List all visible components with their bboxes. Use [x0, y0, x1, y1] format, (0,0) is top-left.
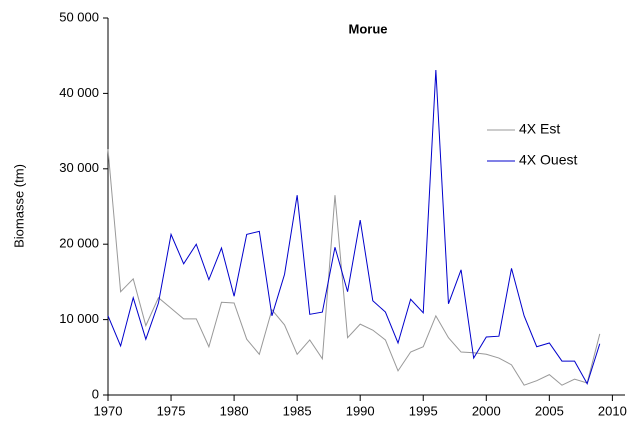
- x-tick-label: 1995: [409, 403, 438, 418]
- y-tick-label: 10 000: [59, 311, 99, 326]
- x-tick-label: 1980: [220, 403, 249, 418]
- y-tick-label: 50 000: [59, 9, 99, 24]
- y-tick-label: 20 000: [59, 236, 99, 251]
- series-line: [107, 69, 601, 385]
- x-tick-label: 1970: [94, 403, 123, 418]
- x-tick-label: 2010: [598, 403, 627, 418]
- x-tick-label: 1975: [157, 403, 186, 418]
- y-tick-label: 40 000: [59, 85, 99, 100]
- y-axis-label: Biomasse (tm): [11, 164, 26, 248]
- x-tick-label: 1985: [283, 403, 312, 418]
- legend-label: 4X Est: [519, 121, 560, 137]
- y-tick-label: 30 000: [59, 160, 99, 175]
- x-tick-label: 2005: [535, 403, 564, 418]
- legend-label: 4X Ouest: [519, 152, 577, 168]
- y-tick-label: 0: [92, 386, 99, 401]
- x-tick-label: 1990: [346, 403, 375, 418]
- series-line: [107, 149, 601, 386]
- x-tick-label: 2000: [472, 403, 501, 418]
- chart-title: Morue: [349, 21, 388, 36]
